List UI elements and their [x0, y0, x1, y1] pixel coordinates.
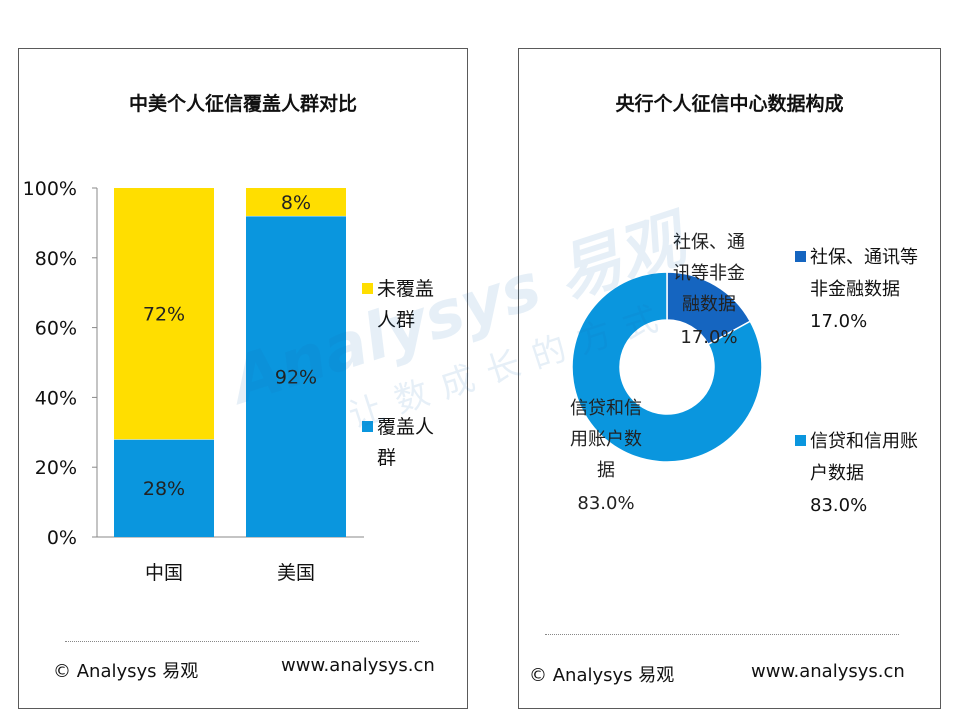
legend-label: 非金融数据 — [810, 279, 900, 300]
y-tick-label: 20% — [35, 457, 77, 479]
left-footer-copyright: © Analysys 易观 — [53, 661, 199, 682]
left-chart-panel: 中美个人征信覆盖人群对比 0% 20% 40% 60% 80% 100% 28% 72% 中国 9… — [18, 48, 468, 709]
slice-label-text: 融数据 — [682, 294, 736, 315]
legend-label: 人群 — [377, 309, 415, 331]
legend-swatch — [795, 435, 806, 446]
x-category-label: 中国 — [145, 562, 183, 584]
slice-label-text: 用账户数 — [570, 429, 642, 450]
bar-data-label: 92% — [275, 366, 317, 388]
bar-data-label: 72% — [143, 304, 185, 326]
slice-percent-label: 17.0% — [680, 327, 737, 348]
y-tick-label: 40% — [35, 387, 77, 409]
legend-swatch — [362, 283, 373, 294]
left-footer-url[interactable]: www.analysys.cn — [281, 655, 435, 676]
y-tick-label: 80% — [35, 248, 77, 270]
right-chart-panel: 央行个人征信中心数据构成 社保、通 讯等非金 融数据 17.0% 信贷和信 用账户数据 83… — [518, 48, 941, 709]
y-tick-label: 100% — [23, 178, 77, 200]
legend-label: 群 — [377, 447, 396, 469]
bar-segment-uncovered-1 — [246, 188, 346, 216]
legend-label: 户数据 — [810, 463, 864, 484]
bar-data-label: 28% — [143, 478, 185, 500]
stacked-bar-chart: 0% 20% 40% 60% 80% 100% 28% 72% 中国 92% 8% 美国 未覆盖人群覆盖… — [23, 178, 434, 584]
y-tick-label: 60% — [35, 318, 77, 340]
bar-segment-covered-1 — [246, 215, 346, 538]
y-tick-label: 0% — [47, 527, 77, 549]
slice-label-text: 社保、通 — [673, 232, 745, 253]
bar-segment-covered-0 — [114, 439, 214, 537]
legend-label: 未覆盖 — [377, 278, 434, 300]
x-category-label: 美国 — [277, 562, 315, 584]
slice-label-text: 据 — [597, 460, 615, 481]
right-footer-divider — [545, 634, 899, 635]
right-footer-copyright: © Analysys 易观 — [529, 665, 675, 686]
slice-label-text: 信贷和信 — [570, 398, 642, 419]
right-footer-url[interactable]: www.analysys.cn — [751, 661, 905, 682]
left-footer-divider — [65, 641, 419, 642]
bar-data-label: 8% — [281, 192, 311, 214]
legend-swatch — [795, 251, 806, 262]
legend-label: 社保、通讯等 — [810, 247, 918, 268]
legend-label: 信贷和信用账 — [810, 431, 918, 452]
legend-percent: 83.0% — [810, 495, 867, 516]
donut-slice-1 — [571, 271, 763, 463]
donut-chart: 社保、通讯等非金融数据17.0%信贷和信用账户数据83.0%社保、通讯等非金融数… — [570, 232, 918, 516]
right-chart-title: 央行个人征信中心数据构成 — [615, 93, 844, 115]
left-chart-title: 中美个人征信覆盖人群对比 — [128, 93, 357, 115]
bar-segment-uncovered-0 — [114, 188, 214, 440]
legend-swatch — [362, 421, 373, 432]
legend-percent: 17.0% — [810, 311, 867, 332]
legend-label: 覆盖人 — [377, 416, 434, 438]
slice-percent-label: 83.0% — [577, 493, 634, 514]
slice-label-text: 讯等非金 — [673, 263, 745, 284]
